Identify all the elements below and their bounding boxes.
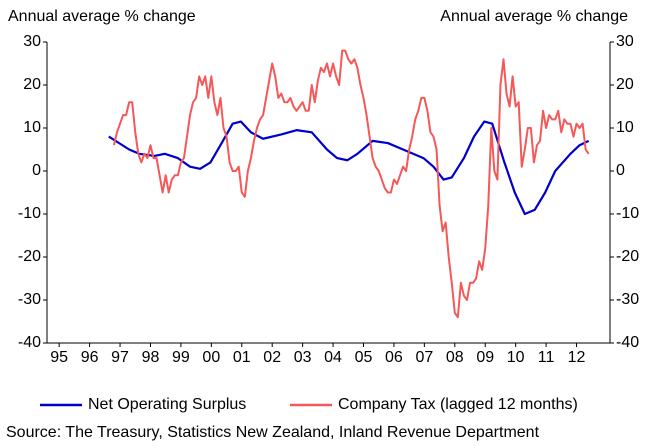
x-tick-label: 01 bbox=[233, 349, 251, 366]
x-tick-label: 97 bbox=[111, 349, 129, 366]
x-tick-label: 12 bbox=[568, 349, 586, 366]
y-tick-label: -40 bbox=[18, 334, 41, 351]
y-tick-label: -20 bbox=[18, 248, 41, 265]
y2-tick-label: -40 bbox=[616, 334, 639, 351]
y-tick-label: 20 bbox=[23, 76, 41, 93]
x-tick-label: 05 bbox=[355, 349, 373, 366]
y-tick-label: -10 bbox=[18, 205, 41, 222]
series-line bbox=[112, 49, 590, 319]
x-tick-label: 11 bbox=[538, 349, 555, 366]
y2-tick-label: -30 bbox=[616, 291, 639, 308]
legend-label: Net Operating Surplus bbox=[88, 396, 246, 413]
x-tick-label: 09 bbox=[476, 349, 494, 366]
x-tick-label: 07 bbox=[415, 349, 433, 366]
y2-tick-label: 10 bbox=[616, 119, 634, 136]
y2-tick-label: -10 bbox=[616, 205, 639, 222]
x-tick-label: 99 bbox=[172, 349, 190, 366]
x-tick-label: 10 bbox=[507, 349, 525, 366]
x-tick-label: 95 bbox=[50, 349, 68, 366]
y-tick-label: 30 bbox=[23, 33, 41, 50]
x-tick-label: 00 bbox=[202, 349, 220, 366]
y2-tick-label: 30 bbox=[616, 33, 634, 50]
y2-tick-label: 20 bbox=[616, 76, 634, 93]
x-tick-label: 02 bbox=[263, 349, 281, 366]
x-tick-label: 08 bbox=[446, 349, 464, 366]
y-tick-label: -30 bbox=[18, 291, 41, 308]
x-tick-label: 96 bbox=[81, 349, 99, 366]
source-note: Source: The Treasury, Statistics New Zea… bbox=[6, 424, 540, 441]
y2-tick-label: -20 bbox=[616, 248, 639, 265]
x-tick-label: 04 bbox=[324, 349, 342, 366]
y-tick-label: 0 bbox=[32, 162, 41, 179]
series-line bbox=[108, 120, 590, 216]
x-tick-label: 03 bbox=[294, 349, 312, 366]
x-tick-label: 06 bbox=[385, 349, 403, 366]
x-tick-label: 98 bbox=[142, 349, 160, 366]
y-tick-label: 10 bbox=[23, 119, 41, 136]
y2-axis-title: Annual average % change bbox=[440, 8, 628, 25]
legend-label: Company Tax (lagged 12 months) bbox=[338, 396, 578, 413]
y2-tick-label: 0 bbox=[616, 162, 625, 179]
y-axis-title: Annual average % change bbox=[8, 8, 196, 25]
